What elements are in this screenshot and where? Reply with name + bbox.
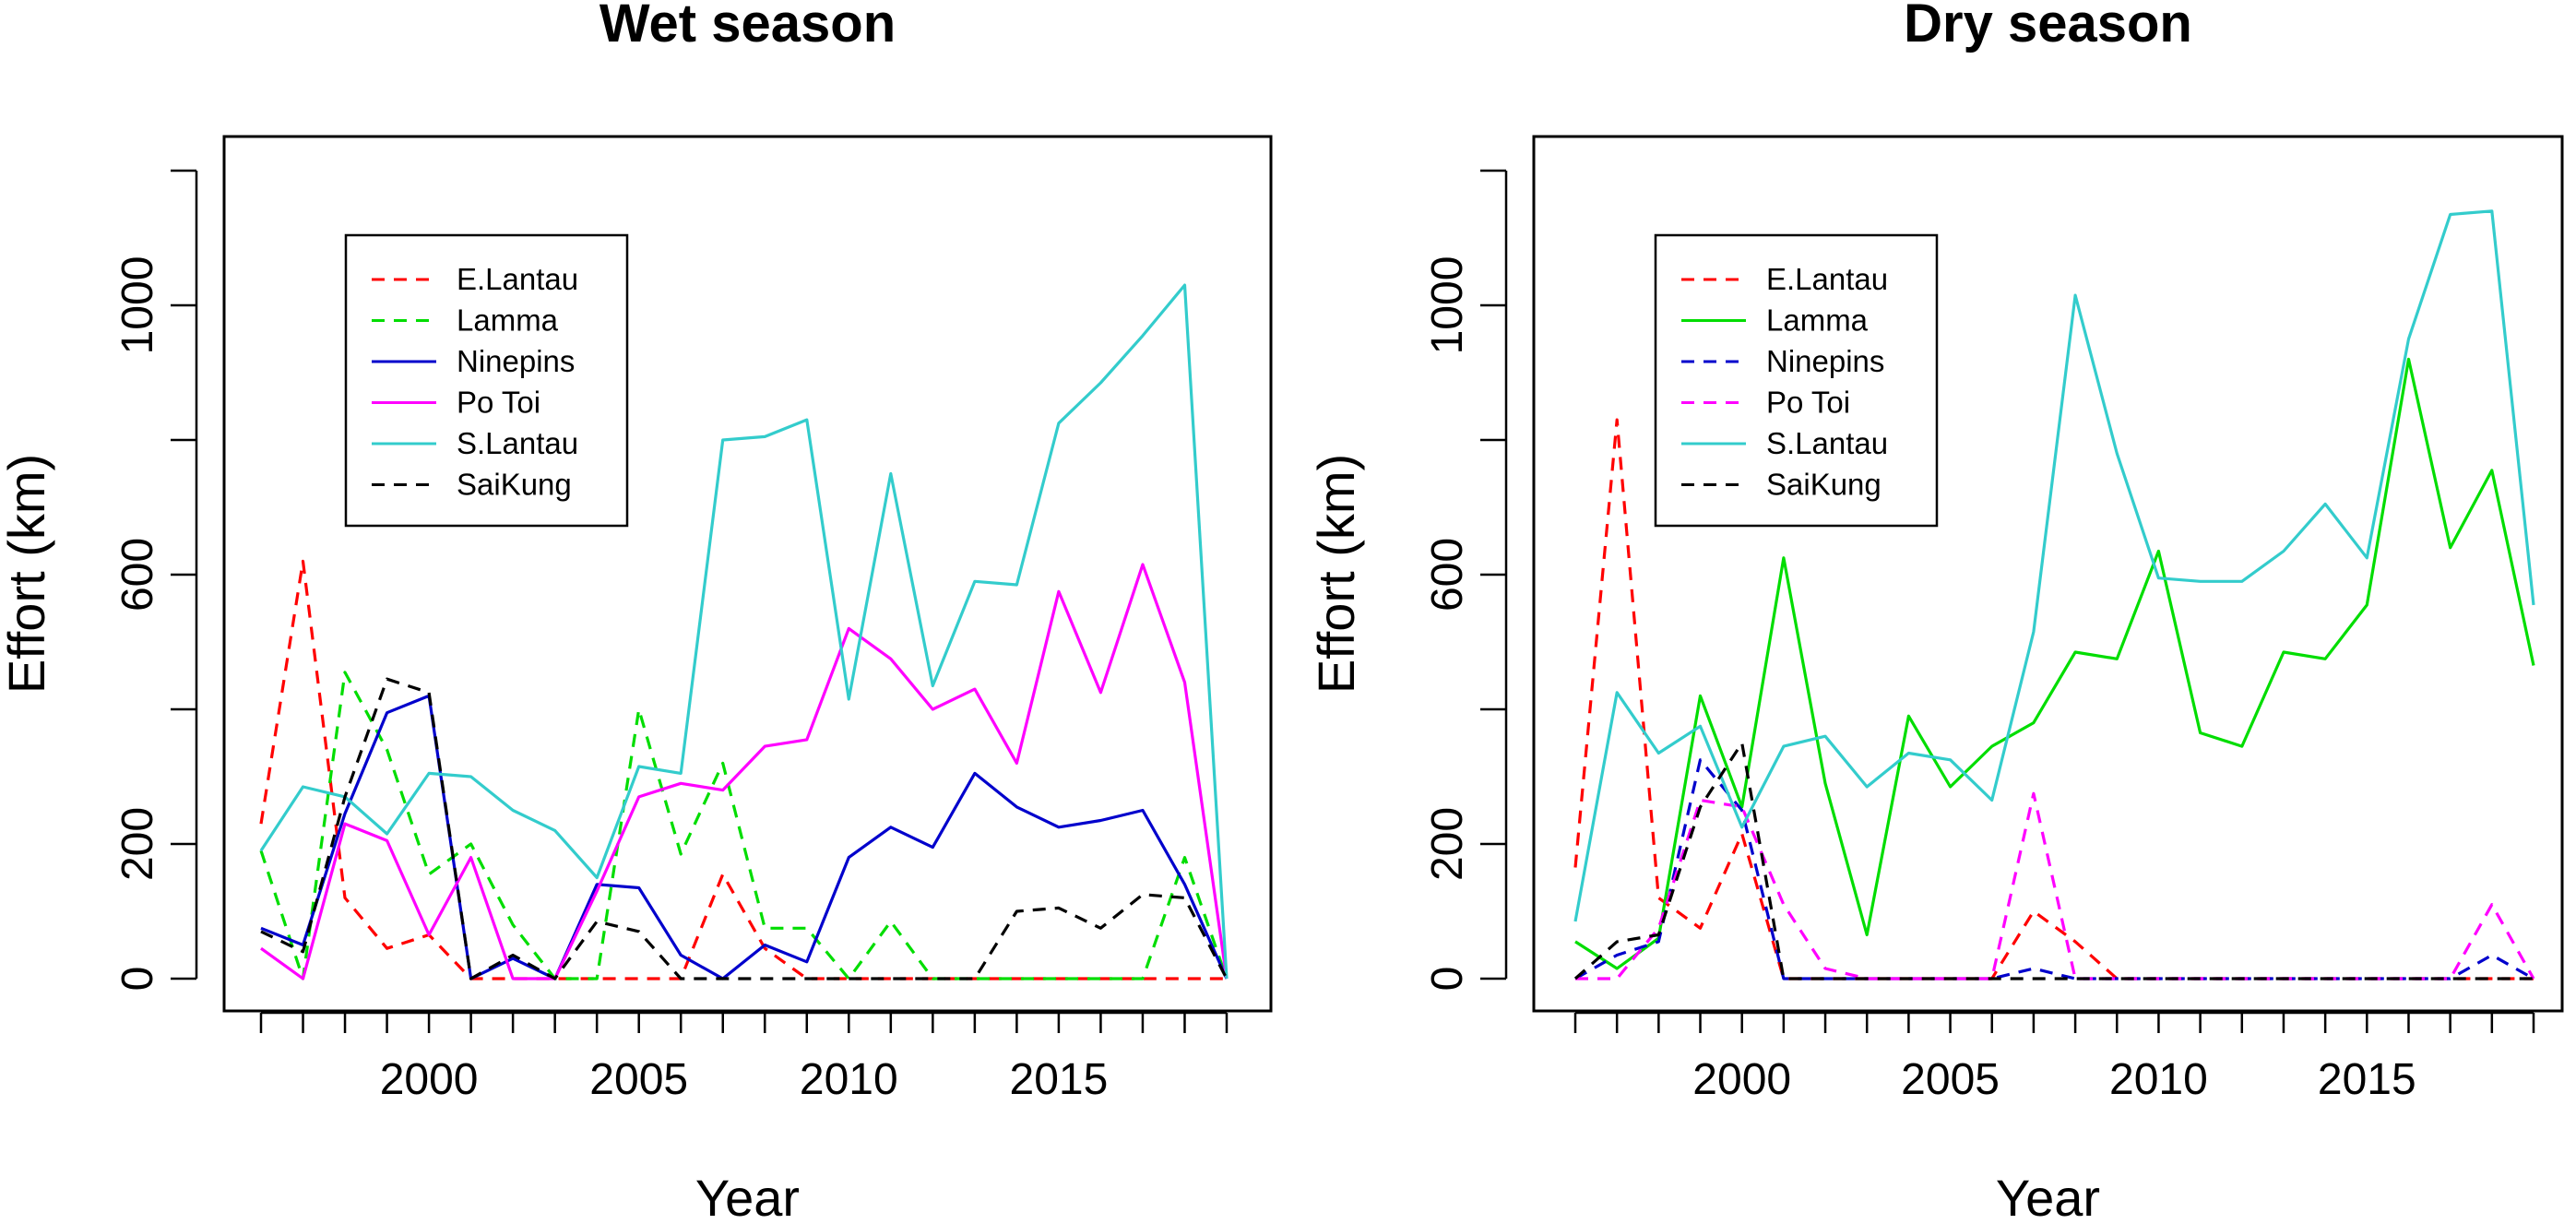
y-tick-label: 200 [1423,807,1472,881]
series-line-lamma [259,671,1229,980]
chart-panel-1: Wet season 0 200 600 1000 Effort (km) 2000 2005… [0,0,1273,1224]
x-tick-label: 2015 [1010,1055,1109,1104]
legend-label: E.Lantau [1766,262,1888,296]
series-line-po-toi [260,563,1229,980]
legend-label: Po Toi [457,386,540,420]
chart-title: Dry season [1904,0,2192,53]
y-axis-label: Effort (km) [0,454,55,694]
y-tick-label: 1000 [1423,256,1472,355]
legend-label: SaiKung [457,468,572,502]
y-tick-label: 0 [1423,967,1472,992]
legend-label: Lamma [1766,303,1869,338]
series-line-s-lantau [1573,209,2535,922]
legend-label: SaiKung [1766,468,1882,502]
x-tick-label: 2005 [1901,1055,2000,1104]
legend: E.Lantau Lamma Ninepins Po Toi S.Lantau SaiKu… [344,233,629,528]
y-axis-label: Effort (km) [1307,454,1365,694]
x-tick-label: 2005 [589,1055,688,1104]
legend-label: S.Lantau [457,426,578,460]
y-tick-label: 200 [113,807,162,881]
x-axis-label: Year [695,1169,800,1224]
legend-box [1654,233,1939,528]
y-tick-label: 1000 [113,256,162,355]
x-tick-label: 2010 [2109,1055,2208,1104]
legend-label: Po Toi [1766,386,1850,420]
legend-box [344,233,629,528]
series-line-lamma [1574,357,2535,970]
x-tick-label: 2015 [2318,1055,2416,1104]
legend-label: E.Lantau [457,262,578,296]
legend: E.Lantau Lamma Ninepins Po Toi S.Lantau SaiKu… [1654,233,1939,528]
series-line-ninepins [260,694,1229,980]
series-line-saikung [260,677,1229,980]
chart-title: Wet season [599,0,896,53]
legend-label: Ninepins [1766,344,1884,378]
series-line-s-lantau [259,283,1229,980]
x-tick-label: 2000 [380,1055,479,1104]
plot-frame [1532,135,2564,1013]
y-tick-label: 0 [113,967,162,992]
chart-panel-2: Dry season 0 200 600 1000 Effort (km) 2000 2005… [1307,0,2564,1224]
x-tick-label: 2010 [800,1055,898,1104]
y-tick-label: 600 [113,538,162,612]
x-axis-label: Year [1996,1169,2100,1224]
y-tick-label: 600 [1423,538,1472,612]
plot-frame [222,135,1273,1013]
series-line-ninepins [1574,758,2534,980]
legend-label: Ninepins [457,344,575,378]
legend-label: Lamma [457,303,559,338]
x-tick-label: 2000 [1692,1055,1791,1104]
legend-label: S.Lantau [1766,426,1888,460]
series-line-saikung [1573,741,2534,980]
